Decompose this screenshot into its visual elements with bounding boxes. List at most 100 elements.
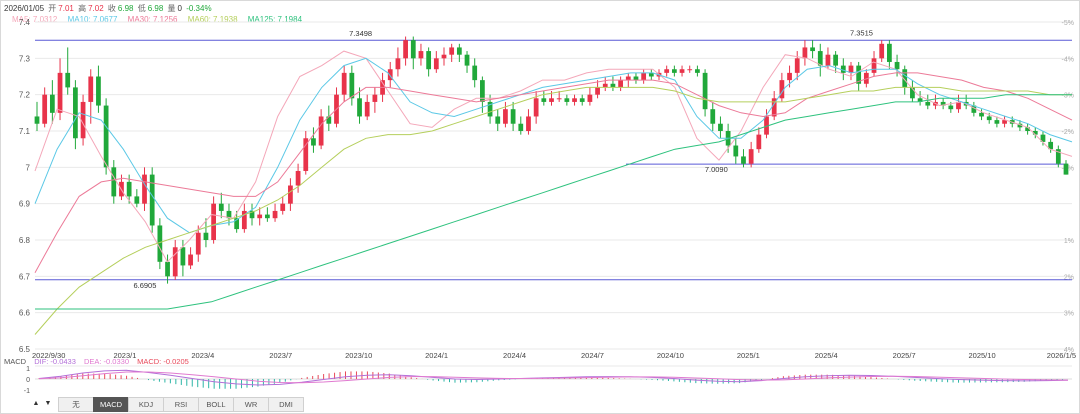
candle-body: [810, 47, 815, 52]
candle-body: [664, 69, 670, 73]
candle-body: [303, 138, 309, 171]
candle-body: [779, 80, 785, 99]
candle-body: [556, 98, 562, 100]
pct-tick-label: 4%: [1064, 347, 1074, 354]
ma10-legend: MA10: 7.0677: [67, 15, 118, 24]
candle-body: [764, 116, 769, 135]
candle-body: [272, 210, 278, 219]
candle-body: [426, 51, 432, 70]
ma-legend: MA5: 7.0312 MA10: 7.0677 MA30: 7.1256 MA…: [12, 15, 310, 24]
candle-body: [741, 156, 746, 164]
price-annotation: 7.3515: [850, 29, 873, 38]
candle-body: [364, 101, 370, 117]
candle-body: [641, 72, 647, 81]
candle-body: [817, 51, 823, 66]
x-tick-label: 2024/7: [581, 351, 604, 360]
x-tick-label: 2023/1: [113, 351, 136, 360]
y-tick-label: 6.8: [19, 236, 31, 245]
ma-line-ma125: [35, 94, 1072, 310]
candle-body: [49, 94, 55, 113]
candle-body: [1048, 141, 1054, 150]
candle-body: [73, 87, 78, 139]
candle-body: [695, 69, 700, 73]
tab-wr[interactable]: WR: [233, 397, 269, 412]
candle-body: [249, 210, 255, 219]
candle-body: [165, 261, 170, 277]
candle-body: [134, 196, 140, 204]
candle-body: [994, 120, 1000, 124]
candle-body: [633, 76, 639, 81]
ma-line-ma5: [34, 50, 1073, 263]
candle-body: [318, 116, 324, 146]
y-tick-label: 7.2: [19, 91, 31, 100]
candle-body: [541, 98, 547, 102]
candle-body: [848, 65, 854, 73]
candle-body: [349, 72, 355, 99]
candle-body: [518, 123, 524, 131]
candle-body: [679, 69, 685, 73]
x-tick-label: 2024/1: [425, 351, 448, 360]
indicator-tabbar: ▲ ▼ 无 MACD KDJ RSI BOLL WR DMI: [30, 397, 304, 412]
candle-body: [311, 138, 316, 146]
candle-body: [288, 185, 293, 204]
candle-body: [702, 72, 708, 110]
candle-body: [464, 54, 470, 66]
candle-body: [572, 98, 577, 102]
open-label: 开: [48, 4, 57, 13]
candle-body: [748, 149, 754, 164]
candle-body: [925, 101, 931, 106]
volume-label: 量: [167, 4, 176, 13]
candle-body: [625, 76, 631, 81]
tab-macd[interactable]: MACD: [93, 397, 129, 412]
candle-body: [226, 210, 232, 219]
tab-boll[interactable]: BOLL: [198, 397, 234, 412]
candle-body: [756, 134, 762, 150]
candle-body: [840, 65, 846, 73]
price-annotation: 6.6905: [133, 281, 156, 290]
candle-body: [948, 105, 954, 110]
candle-body: [771, 98, 777, 117]
y-tick-label: 7: [26, 163, 31, 172]
candle-body: [418, 51, 424, 59]
tab-rsi[interactable]: RSI: [163, 397, 199, 412]
candle-body: [295, 170, 301, 186]
candle-body: [587, 94, 593, 102]
candle-body: [456, 47, 462, 55]
candle-body: [172, 247, 178, 277]
candle-body: [802, 47, 808, 59]
candle-body: [65, 72, 71, 88]
candle-body: [264, 214, 270, 219]
candle-body: [88, 76, 94, 102]
y-tick-label: 6.7: [19, 272, 31, 281]
price-annotation: 7.0090: [705, 165, 728, 174]
pct-tick-label: 2%: [1064, 274, 1074, 281]
close-label: 收: [107, 4, 116, 13]
open-value: 7.01: [58, 4, 74, 13]
candle-body: [441, 54, 447, 59]
candle-body: [602, 83, 608, 88]
macd-dif: DIF: -0.0433: [34, 357, 76, 366]
candlestick-chart[interactable]: 6.54%6.63%6.72%6.81%6.97-1%7.1-2%7.2-3%7…: [0, 0, 1080, 360]
change-value: -0.34%: [186, 4, 212, 13]
candle-body: [326, 116, 332, 124]
candle-body: [718, 123, 723, 131]
tab-dmi[interactable]: DMI: [268, 397, 304, 412]
candle-body: [433, 58, 439, 70]
scroll-down-button[interactable]: ▼: [44, 400, 52, 407]
macd-value: MACD: -0.0205: [137, 357, 189, 366]
pct-tick-label: -4%: [1062, 56, 1074, 63]
candle-body: [142, 174, 147, 204]
candle-body: [80, 101, 86, 139]
candle-body: [188, 254, 193, 266]
volume-value: 0: [177, 4, 182, 13]
pct-tick-label: -3%: [1062, 93, 1074, 100]
tab-kdj[interactable]: KDJ: [128, 397, 164, 412]
macd-title: MACD: [4, 357, 27, 366]
candle-body: [1017, 123, 1023, 128]
x-tick-label: 2023/10: [345, 351, 372, 360]
low-value: 6.98: [147, 4, 164, 13]
tab-none[interactable]: 无: [58, 397, 94, 412]
scroll-up-button[interactable]: ▲: [32, 400, 40, 407]
candle-body: [34, 116, 40, 124]
candle-body: [126, 181, 132, 197]
